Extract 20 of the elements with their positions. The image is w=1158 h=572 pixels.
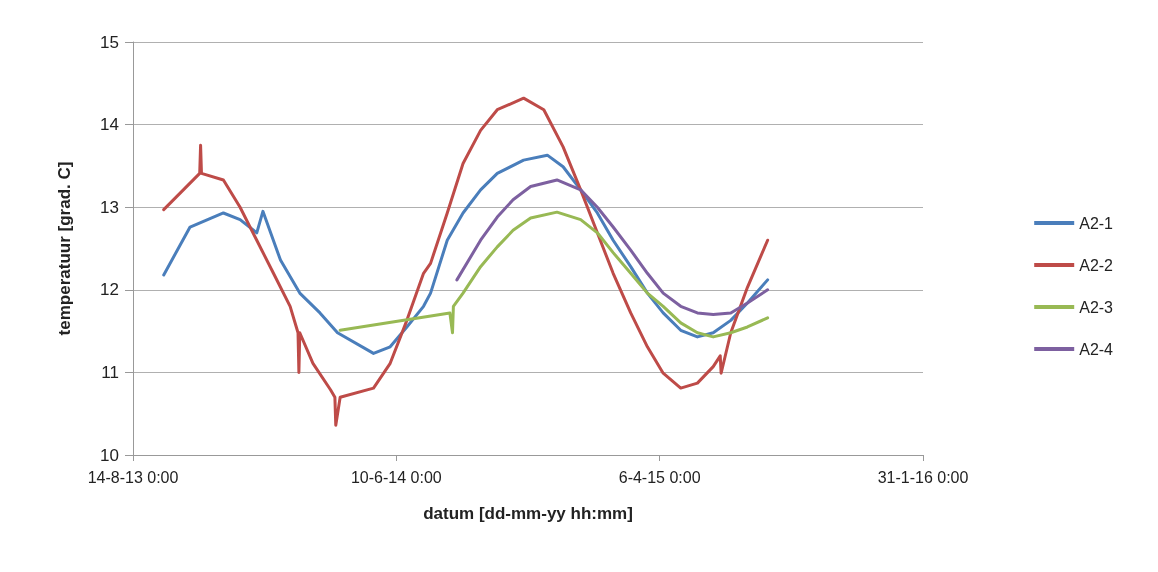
y-tick-label: 11 bbox=[101, 362, 119, 382]
x-tick-label: 6-4-15 0:00 bbox=[618, 468, 701, 486]
legend-label: A2-1 bbox=[1079, 214, 1114, 232]
line-series bbox=[455, 178, 770, 317]
line-series bbox=[162, 96, 770, 427]
legend-label: A2-2 bbox=[1079, 256, 1114, 274]
y-tick-label: 12 bbox=[100, 280, 119, 300]
y-axis-title: temperatuur [grad. C] bbox=[55, 161, 74, 336]
x-tick-label: 31-1-16 0:00 bbox=[877, 468, 969, 486]
legend-label: A2-3 bbox=[1079, 298, 1114, 316]
y-tick-label: 13 bbox=[100, 197, 119, 217]
x-tick-label: 14-8-13 0:00 bbox=[87, 468, 179, 486]
y-tick-label: 15 bbox=[100, 32, 119, 52]
line-series bbox=[162, 153, 770, 355]
legend-label: A2-4 bbox=[1079, 340, 1114, 358]
x-tick-label: 10-6-14 0:00 bbox=[350, 468, 442, 486]
x-axis-title: datum [dd-mm-yy hh:mm] bbox=[423, 504, 633, 523]
y-tick-label: 14 bbox=[100, 115, 119, 135]
line-series bbox=[338, 210, 770, 339]
y-tick-label: 10 bbox=[100, 445, 119, 465]
